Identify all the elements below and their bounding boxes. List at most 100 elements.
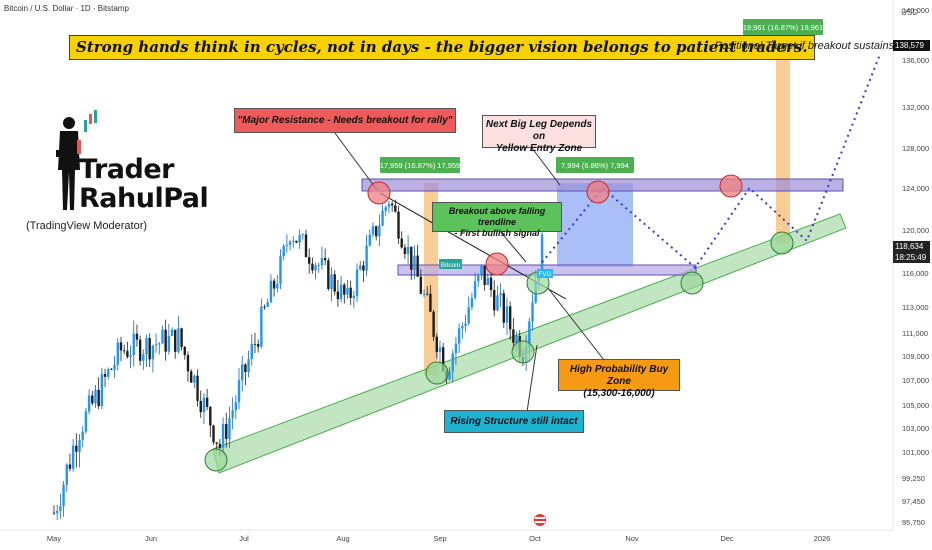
candle-body xyxy=(426,293,429,295)
currency-label: USD xyxy=(901,8,918,17)
time-tick-label: May xyxy=(47,534,61,543)
candle-body xyxy=(336,291,340,300)
candle-body xyxy=(65,464,68,485)
candle-body xyxy=(314,265,317,271)
candle-body xyxy=(164,329,167,352)
candle-body xyxy=(461,325,464,329)
time-tick-label: Dec xyxy=(720,534,734,543)
candle-body xyxy=(122,350,126,352)
touch-circle-red xyxy=(586,180,610,204)
candle-body xyxy=(441,347,445,371)
time-tick-label: 2026 xyxy=(814,534,831,543)
candle-body xyxy=(397,211,400,239)
candle-body xyxy=(103,374,107,377)
candle-body xyxy=(158,343,161,345)
candle-body xyxy=(113,364,116,370)
candle-body xyxy=(202,397,206,413)
candle-body xyxy=(116,342,119,365)
price-tick-label: 97,450 xyxy=(902,497,925,506)
candle-body xyxy=(381,210,384,226)
candle-body xyxy=(110,369,113,371)
candle-body xyxy=(413,255,416,270)
candle-body xyxy=(247,359,250,373)
candle-body xyxy=(170,329,174,336)
candle-body xyxy=(263,306,266,308)
touch-circle-red xyxy=(719,174,743,198)
candle-body xyxy=(209,406,212,426)
price-tick-label: 107,000 xyxy=(902,376,929,385)
candle-body xyxy=(97,389,100,407)
candle-body xyxy=(269,280,273,303)
breakout-callout: Breakout above falling trendline - First… xyxy=(432,202,562,238)
touch-circle-green xyxy=(425,361,449,385)
touch-circle-red xyxy=(485,252,509,276)
measure-label-3: 19,961 (16.87%) 19,961 xyxy=(743,19,823,35)
buy-zone-callout: High Probability Buy Zone (15,300-16,000… xyxy=(558,359,680,399)
price-tick-label: 140,000 xyxy=(902,6,929,15)
candle-body xyxy=(55,510,59,514)
time-tick-label: Jun xyxy=(145,534,157,543)
candle-body xyxy=(317,265,320,266)
price-tick-label: 113,000 xyxy=(902,303,929,312)
candle-body xyxy=(327,260,330,289)
buy-zone-line2: (15,300-16,000) xyxy=(583,388,655,399)
candle-body xyxy=(493,290,496,311)
candle-body xyxy=(180,328,183,347)
candle-body xyxy=(148,338,151,360)
candle-body xyxy=(502,293,505,323)
breakout-pointer xyxy=(499,230,527,263)
candle-body xyxy=(186,355,190,372)
candle-body xyxy=(323,258,327,261)
candle-body xyxy=(135,333,139,340)
candle-body xyxy=(355,269,359,296)
major-resistance-callout: "Major Resistance - Needs breakout for r… xyxy=(234,108,456,133)
candle-body xyxy=(394,205,397,212)
candle-body xyxy=(295,240,298,243)
candle-body xyxy=(406,246,410,255)
candle-body xyxy=(225,424,228,439)
price-tick-label: 103,000 xyxy=(902,424,929,433)
rising-pointer xyxy=(526,344,538,413)
candle-body xyxy=(138,339,142,361)
candle-body xyxy=(368,234,372,246)
candle-body xyxy=(505,306,509,323)
candle-body xyxy=(189,371,193,383)
candle-body xyxy=(145,338,148,355)
svg-text:7,994 (6.86%) 7,994: 7,994 (6.86%) 7,994 xyxy=(561,161,629,170)
time-tick-label: Sep xyxy=(433,534,446,543)
next-leg-line2: Yellow Entry Zone xyxy=(495,143,583,154)
candle-body xyxy=(205,397,209,407)
svg-text:FVG: FVG xyxy=(539,272,552,278)
candles-group xyxy=(52,199,544,520)
price-tick-label: 116,000 xyxy=(902,269,929,278)
candle-body xyxy=(333,274,336,292)
candle-body xyxy=(438,347,442,353)
candle-body xyxy=(432,311,435,337)
price-tick-label: 99,250 xyxy=(902,474,925,483)
candle-body xyxy=(183,346,186,356)
candle-body xyxy=(311,263,314,271)
candle-body xyxy=(221,424,225,448)
trader-silhouette-icon xyxy=(56,117,81,210)
candle-body xyxy=(359,265,362,270)
candle-body xyxy=(540,234,544,272)
candle-body xyxy=(78,439,81,452)
logo-subtitle: (TradingView Moderator) xyxy=(26,220,148,232)
candle-body xyxy=(477,274,480,282)
candle-body xyxy=(62,484,65,507)
candle-body xyxy=(419,276,423,294)
bitcoin-tag: Bitcoin xyxy=(439,259,462,269)
candle-body xyxy=(346,287,349,295)
price-tick-label: 128,000 xyxy=(902,144,929,153)
candle-body xyxy=(416,255,419,277)
candle-body xyxy=(244,364,247,373)
candle-body xyxy=(349,287,352,298)
candle-body xyxy=(374,226,378,237)
candle-body xyxy=(260,306,263,347)
touch-circle-green xyxy=(680,271,704,295)
measure-label-1: 17,959 (16.87%) 17,959 xyxy=(380,157,460,173)
candle-body xyxy=(515,336,518,343)
candle-body xyxy=(457,328,461,344)
price-tick-label: 111,000 xyxy=(902,329,928,338)
